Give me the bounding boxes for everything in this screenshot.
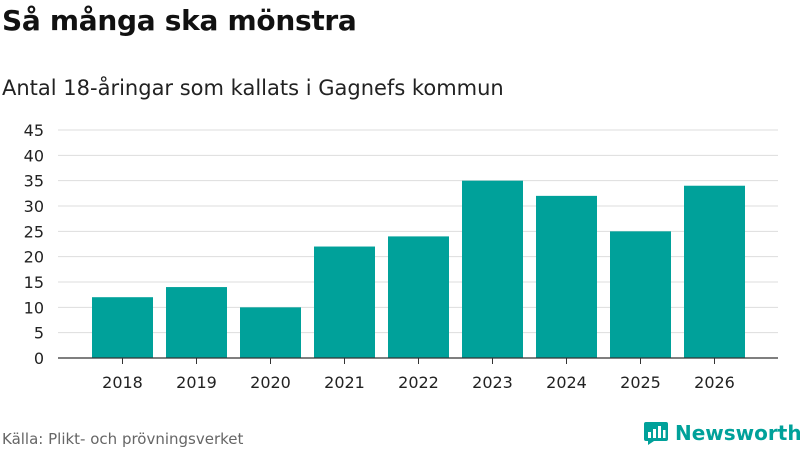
- y-tick-label: 45: [24, 121, 44, 140]
- y-tick-label: 10: [24, 298, 44, 317]
- y-tick-label: 35: [24, 172, 44, 191]
- bar-chart-icon: [644, 422, 668, 445]
- x-tick-label: 2022: [398, 373, 439, 392]
- chart-title: Så många ska mönstra: [2, 4, 357, 37]
- y-tick-label: 5: [34, 324, 44, 343]
- bar-2018: [92, 297, 153, 358]
- y-tick-label: 20: [24, 248, 44, 267]
- y-tick-label: 30: [24, 197, 44, 216]
- x-tick-label: 2021: [324, 373, 365, 392]
- brand-name: Newsworthy: [675, 421, 800, 445]
- bar-2026: [684, 185, 745, 358]
- bar-2022: [388, 236, 449, 358]
- brand-logo: Newsworthy: [643, 420, 800, 446]
- x-tick-label: 2019: [176, 373, 217, 392]
- x-tick-label: 2020: [250, 373, 291, 392]
- y-tick-label: 0: [34, 349, 44, 368]
- bar-2025: [610, 231, 671, 358]
- source-note: Källa: Plikt- och prövningsverket: [2, 430, 244, 448]
- x-tick-label: 2018: [102, 373, 143, 392]
- x-tick-label: 2024: [546, 373, 587, 392]
- x-tick-label: 2023: [472, 373, 513, 392]
- y-tick-label: 25: [24, 222, 44, 241]
- bar-2019: [166, 287, 227, 358]
- y-tick-label: 40: [24, 146, 44, 165]
- x-tick-label: 2026: [694, 373, 735, 392]
- bar-2023: [462, 180, 523, 358]
- x-tick-label: 2025: [620, 373, 661, 392]
- y-tick-label: 15: [24, 273, 44, 292]
- chart-subtitle: Antal 18-åringar som kallats i Gagnefs k…: [2, 76, 504, 100]
- bar-2020: [240, 307, 301, 358]
- bar-2021: [314, 246, 375, 358]
- bar-2024: [536, 195, 597, 358]
